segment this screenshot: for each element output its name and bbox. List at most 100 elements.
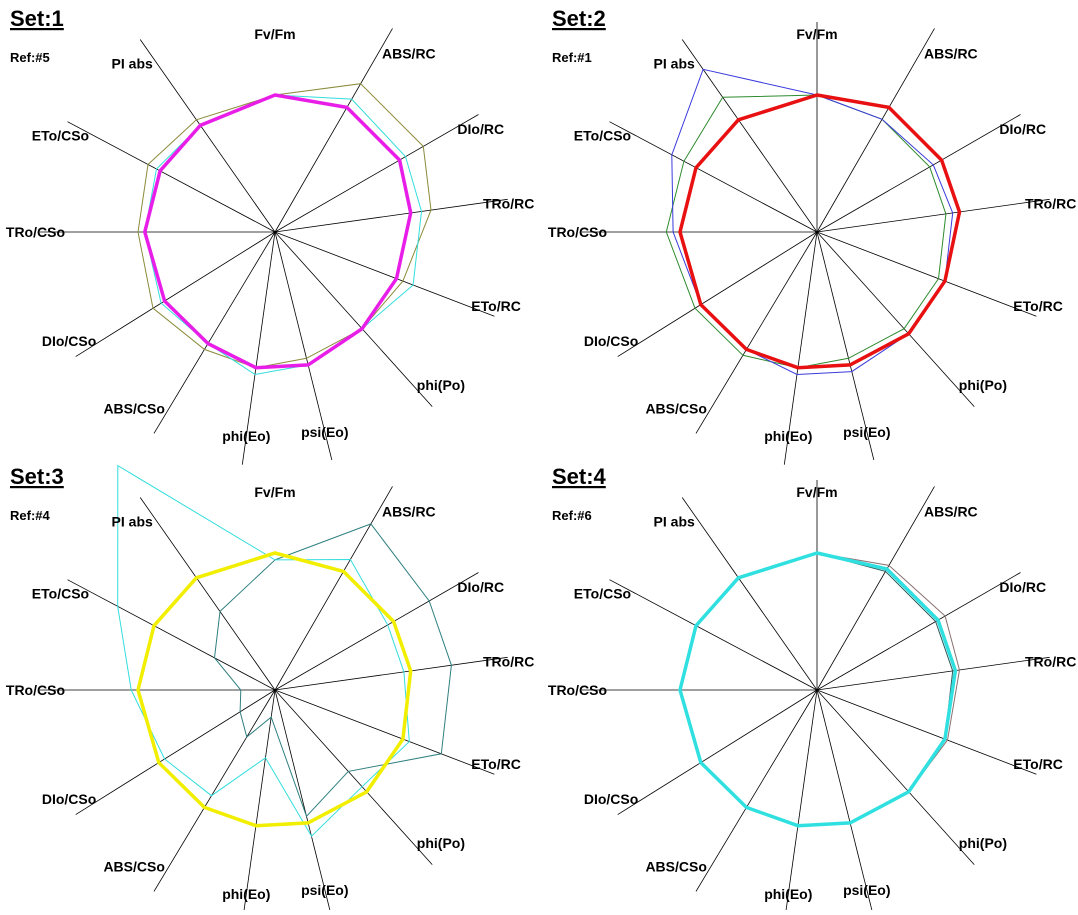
ref-label: Ref:#6 — [552, 508, 592, 523]
spoke-eto-cso — [68, 122, 275, 232]
axis-label-phi-eo: phi(Eo) — [764, 886, 812, 902]
spoke-phi-po — [817, 690, 974, 865]
spoke-psi-eo — [275, 690, 332, 910]
axis-label-dio-rc: DIo/RC — [999, 579, 1046, 595]
spoke-abs-rc — [275, 486, 393, 690]
axis-label-dio-cso: DIo/CSo — [42, 791, 96, 807]
axis-label-pi-abs: PI abs — [112, 513, 153, 529]
spoke-tro-rc — [817, 199, 1050, 232]
axis-label-fv-fm: Fv/Fm — [254, 484, 295, 500]
spoke-abs-rc — [817, 486, 935, 690]
spoke-phi-eo — [242, 690, 275, 910]
spoke-dio-rc — [275, 573, 479, 691]
axis-label-abs-cso: ABS/CSo — [645, 401, 706, 417]
spoke-abs-rc — [817, 28, 935, 232]
set-title: Set:3 — [10, 464, 64, 489]
axis-label-eto-cso: ETo/CSo — [32, 585, 89, 601]
axis-label-tro-rc: TRo/RC — [1025, 653, 1076, 669]
axis-label-abs-cso: ABS/CSo — [103, 859, 164, 875]
axis-label-eto-rc: ETo/RC — [1013, 756, 1063, 772]
spoke-dio-cso — [76, 690, 275, 815]
axis-label-fv-fm: Fv/Fm — [254, 26, 295, 42]
spoke-pi-abs — [140, 39, 275, 232]
ref-label: Ref:#1 — [552, 50, 592, 65]
spoke-dio-rc — [817, 573, 1021, 691]
set-title: Set:1 — [10, 6, 64, 31]
spoke-dio-cso — [76, 232, 275, 357]
axis-label-pi-abs: PI abs — [654, 513, 695, 529]
spoke-dio-cso — [618, 690, 817, 815]
axis-label-dio-rc: DIo/RC — [457, 121, 504, 137]
axis-label-dio-cso: DIo/CSo — [584, 333, 638, 349]
spoke-abs-cso — [154, 690, 275, 891]
spoke-tro-rc — [817, 657, 1050, 690]
spoke-psi-eo — [817, 690, 874, 910]
spoke-abs-cso — [696, 232, 817, 433]
spoke-eto-rc — [275, 232, 494, 316]
series-polygon-1 — [666, 95, 946, 368]
spoke-dio-rc — [817, 115, 1021, 233]
axis-label-eto-cso: ETo/CSo — [32, 127, 89, 143]
axis-label-tro-cso: TRo/CSo — [548, 682, 607, 698]
spoke-phi-eo — [784, 690, 817, 910]
spoke-abs-cso — [696, 690, 817, 891]
spoke-phi-po — [275, 232, 432, 407]
axis-label-eto-rc: ETo/RC — [471, 298, 521, 314]
spoke-tro-rc — [275, 657, 508, 690]
axis-label-tro-cso: TRo/CSo — [548, 224, 607, 240]
axis-label-phi-eo: phi(Eo) — [764, 428, 812, 444]
axis-label-phi-eo: phi(Eo) — [222, 428, 270, 444]
ref-label: Ref:#5 — [10, 50, 50, 65]
axis-label-psi-eo: psi(Eo) — [843, 424, 890, 440]
spoke-pi-abs — [682, 39, 817, 232]
axis-label-tro-rc: TRo/RC — [483, 653, 534, 669]
axis-label-dio-cso: DIo/CSo — [584, 791, 638, 807]
axis-label-psi-eo: psi(Eo) — [301, 882, 348, 898]
spoke-phi-po — [275, 690, 432, 865]
spoke-eto-rc — [275, 690, 494, 774]
axis-label-tro-rc: TRo/RC — [483, 195, 534, 211]
spoke-eto-rc — [817, 690, 1036, 774]
axis-label-abs-rc: ABS/RC — [924, 46, 978, 62]
spoke-pi-abs — [140, 497, 275, 690]
spoke-pi-abs — [682, 497, 817, 690]
axis-label-abs-cso: ABS/CSo — [645, 859, 706, 875]
axis-label-eto-rc: ETo/RC — [471, 756, 521, 772]
axis-label-dio-rc: DIo/RC — [457, 579, 504, 595]
axis-label-pi-abs: PI abs — [654, 55, 695, 71]
axis-label-eto-rc: ETo/RC — [1013, 298, 1063, 314]
spoke-dio-rc — [275, 115, 479, 233]
series-polygon-1 — [138, 84, 431, 368]
spoke-eto-cso — [610, 122, 817, 232]
axis-label-tro-rc: TRo/RC — [1025, 195, 1076, 211]
axis-label-psi-eo: psi(Eo) — [301, 424, 348, 440]
axis-label-fv-fm: Fv/Fm — [796, 484, 837, 500]
axis-label-phi-po: phi(Po) — [959, 377, 1007, 393]
spoke-tro-rc — [275, 199, 508, 232]
axis-label-phi-po: phi(Po) — [959, 835, 1007, 851]
spoke-eto-rc — [817, 232, 1036, 316]
ref-label: Ref:#4 — [10, 508, 51, 523]
spoke-abs-cso — [154, 232, 275, 433]
axis-label-dio-cso: DIo/CSo — [42, 333, 96, 349]
radar-panel-4: Set:4 Ref:#6 Fv/Fm ABS/RC DIo/RC TRo/RC ETo/RC… — [548, 464, 1076, 910]
axis-label-dio-rc: DIo/RC — [999, 121, 1046, 137]
spoke-eto-cso — [610, 580, 817, 690]
axis-label-abs-rc: ABS/RC — [382, 46, 436, 62]
set-title: Set:4 — [552, 464, 607, 489]
axis-label-abs-rc: ABS/RC — [924, 504, 978, 520]
axis-label-abs-rc: ABS/RC — [382, 504, 436, 520]
axis-label-psi-eo: psi(Eo) — [843, 882, 890, 898]
spoke-eto-cso — [68, 580, 275, 690]
axis-label-eto-cso: ETo/CSo — [574, 127, 631, 143]
spoke-dio-cso — [618, 232, 817, 357]
axis-label-phi-po: phi(Po) — [417, 377, 465, 393]
axis-label-tro-cso: TRo/CSo — [6, 682, 65, 698]
axis-label-pi-abs: PI abs — [112, 55, 153, 71]
axis-label-fv-fm: Fv/Fm — [796, 26, 837, 42]
series-polygon-2 — [118, 466, 410, 837]
axis-label-phi-po: phi(Po) — [417, 835, 465, 851]
axis-label-phi-eo: phi(Eo) — [222, 886, 270, 902]
